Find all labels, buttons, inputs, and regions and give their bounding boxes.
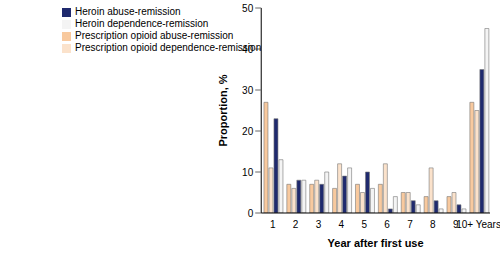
- svg-text:Year after first use: Year after first use: [328, 237, 424, 249]
- svg-text:6: 6: [384, 219, 390, 230]
- svg-text:0: 0: [248, 208, 254, 219]
- svg-text:5: 5: [361, 219, 367, 230]
- svg-text:3: 3: [316, 219, 322, 230]
- svg-text:40: 40: [242, 44, 254, 55]
- svg-text:30: 30: [242, 85, 254, 96]
- svg-text:20: 20: [242, 126, 254, 137]
- svg-text:10: 10: [242, 167, 254, 178]
- svg-text:4: 4: [339, 219, 345, 230]
- svg-text:7: 7: [407, 219, 413, 230]
- svg-text:1: 1: [270, 219, 276, 230]
- svg-text:50: 50: [242, 3, 254, 14]
- svg-text:Proportion, %: Proportion, %: [217, 74, 229, 146]
- svg-text:10+ Years: 10+ Years: [456, 219, 492, 230]
- svg-text:2: 2: [293, 219, 299, 230]
- svg-text:8: 8: [430, 219, 436, 230]
